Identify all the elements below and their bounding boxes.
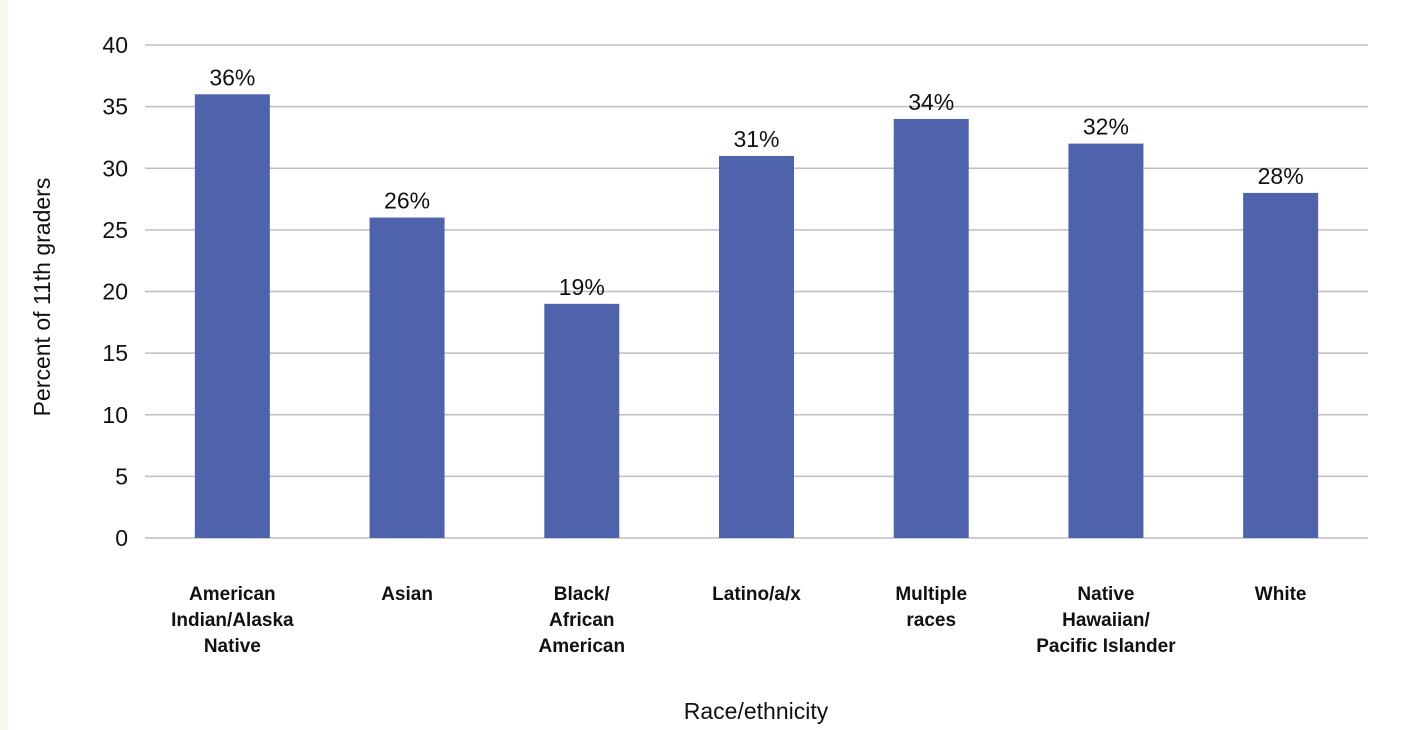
category-label: Asian	[381, 584, 433, 605]
y-tick-label: 15	[102, 340, 128, 366]
bar	[1068, 144, 1143, 538]
y-tick-label: 10	[102, 402, 128, 428]
data-label: 26%	[384, 188, 430, 214]
data-label: 34%	[908, 89, 954, 115]
x-axis-categories: American Indian/Alaska Native Asian Black/Af…	[171, 584, 1306, 657]
category-label: White	[1255, 584, 1307, 605]
bar	[370, 218, 445, 538]
data-label: 31%	[733, 126, 779, 152]
category-label: Native Hawaiian/Pacific Islander	[1036, 584, 1176, 657]
y-tick-label: 0	[115, 525, 128, 551]
bar	[195, 94, 270, 538]
category-label: Latino/a/x	[712, 584, 801, 605]
bars	[195, 94, 1318, 538]
bar	[544, 304, 619, 538]
y-tick-label: 30	[102, 155, 128, 181]
category-label: American Indian/Alaska Native	[171, 584, 294, 657]
y-tick-label: 35	[102, 94, 128, 120]
y-tick-label: 25	[102, 217, 128, 243]
bar	[894, 119, 969, 538]
bar	[719, 156, 794, 538]
data-label: 28%	[1258, 163, 1304, 189]
y-tick-label: 40	[102, 32, 128, 58]
data-label: 32%	[1083, 114, 1129, 140]
category-label: Multiple races	[895, 584, 967, 631]
bar	[1243, 193, 1318, 538]
data-label: 36%	[209, 64, 255, 90]
data-label: 19%	[559, 274, 605, 300]
x-axis-title: Race/ethnicity	[684, 698, 829, 724]
y-axis-ticks: 0 5 10 15 20 25 30 35 40	[102, 32, 128, 551]
y-axis-title: Percent of 11th graders	[29, 178, 55, 417]
y-tick-label: 5	[115, 463, 128, 489]
category-label: Black/African American	[538, 584, 625, 657]
y-tick-label: 20	[102, 279, 128, 305]
